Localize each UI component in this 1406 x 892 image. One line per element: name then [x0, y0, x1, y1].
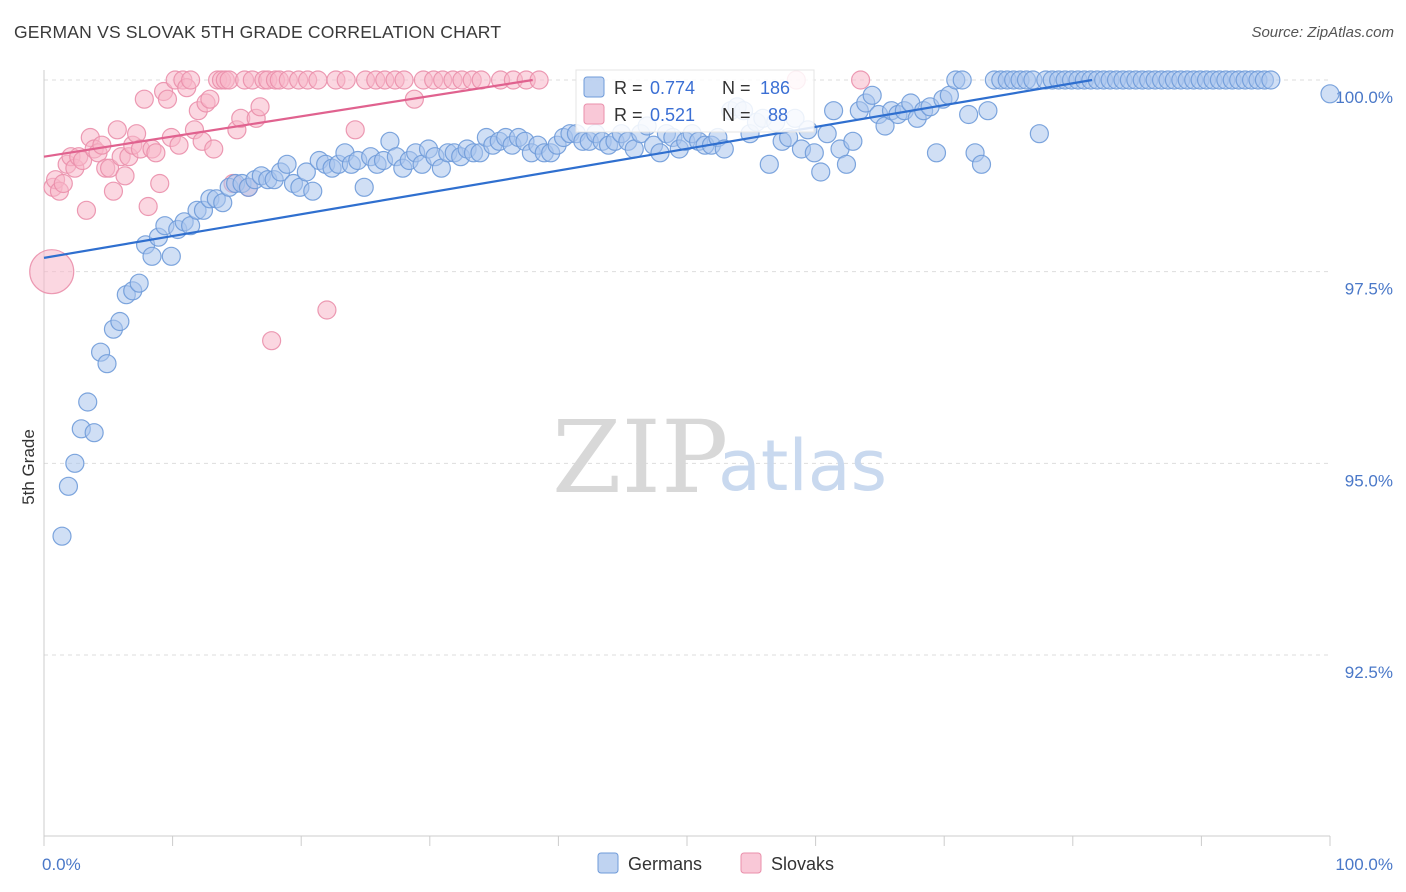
- axes: [43, 70, 1331, 846]
- slovak-point-17: [103, 181, 124, 201]
- watermark: ZIP atlas: [552, 399, 887, 516]
- german-point-120: [824, 101, 844, 121]
- slovak-point-64: [308, 70, 328, 90]
- source-label: Source: ZipAtlas.com: [1251, 24, 1394, 41]
- german-point-5: [84, 423, 104, 443]
- slovak-r-value: 0.521: [650, 105, 695, 125]
- slovak-legend-swatch: [583, 103, 605, 125]
- german-point-39: [303, 181, 323, 201]
- german-point-141: [959, 104, 979, 125]
- slovak-point-43: [204, 139, 224, 159]
- german-r-label: R =: [614, 78, 643, 98]
- y-tick-label-1: 97.5%: [1345, 280, 1393, 299]
- slovak-point-73: [394, 70, 414, 90]
- german-point-7: [97, 354, 117, 374]
- slovak-point-37: [181, 70, 201, 90]
- german-n-value: 186: [760, 78, 790, 98]
- slovak-point-55: [250, 97, 270, 117]
- german-point-9: [110, 311, 130, 332]
- german-r-value: 0.774: [650, 78, 695, 98]
- x-tick-label-0: 0.0%: [42, 855, 81, 874]
- slovaks-legend-swatch: [740, 852, 762, 874]
- slovak-point-68: [345, 120, 365, 140]
- slovak-point-18: [107, 120, 127, 140]
- german-point-4: [78, 392, 98, 412]
- german-point-0: [52, 526, 72, 546]
- german-point-144: [978, 101, 998, 121]
- x-tick-label-1: 100.0%: [1335, 855, 1393, 874]
- y-axis-label: 5th Grade: [19, 429, 38, 505]
- gridlines: [44, 79, 1330, 656]
- watermark-zip: ZIP: [552, 399, 728, 516]
- slovak-point-29: [150, 173, 170, 194]
- y-tick-label-2: 95.0%: [1345, 471, 1393, 490]
- slovak-point-42: [200, 89, 220, 109]
- german-point-12: [129, 273, 149, 293]
- y-tick-label-0: 100.0%: [1335, 88, 1393, 107]
- slovak-trend-line: [43, 78, 533, 158]
- slovak-r-label: R =: [614, 105, 643, 125]
- german-point-143: [971, 154, 992, 174]
- slovak-point-20: [115, 166, 135, 186]
- german-point-140: [952, 70, 972, 90]
- german-point-119: [817, 124, 837, 144]
- german-n-label: N =: [722, 78, 751, 98]
- german-point-118: [811, 162, 831, 182]
- germans-legend-swatch: [597, 852, 619, 874]
- german-trend-line: [43, 78, 1093, 259]
- slovak-point-4: [53, 173, 73, 194]
- german-point-189: [1320, 84, 1340, 104]
- slovak-point-0: [29, 249, 75, 295]
- german-point-103: [714, 139, 734, 159]
- stats-legend: R = 0.774 N = 186 R = 0.521 N = 88: [575, 69, 815, 133]
- chart-title: GERMAN VS SLOVAK 5TH GRADE CORRELATION C…: [14, 22, 502, 42]
- slovak-point-14: [92, 135, 112, 155]
- slovak-point-28: [146, 143, 166, 163]
- slovak-point-58: [262, 331, 282, 351]
- german-point-117: [804, 143, 824, 163]
- german-point-35: [277, 154, 297, 174]
- x-tick-labels: 0.0% 100.0%: [42, 855, 1393, 874]
- slovak-point-87: [851, 70, 871, 90]
- watermark-atlas: atlas: [718, 425, 887, 507]
- german-point-47: [354, 177, 374, 197]
- trend-lines: [43, 78, 1093, 259]
- german-point-122: [836, 154, 857, 174]
- slovak-point-25: [134, 89, 154, 109]
- slovak-point-10: [76, 200, 97, 220]
- slovak-point-26: [138, 196, 158, 217]
- german-point-14: [142, 246, 162, 266]
- slovak-n-value: 88: [768, 105, 788, 125]
- stats-legend-box: [575, 69, 815, 133]
- germans-legend-label: Germans: [628, 854, 702, 874]
- german-point-17: [161, 246, 181, 266]
- german-point-110: [759, 154, 779, 174]
- german-legend-swatch: [583, 76, 605, 98]
- german-point-152: [1029, 124, 1049, 144]
- series-legend: Germans Slovaks: [597, 852, 834, 874]
- german-point-136: [926, 143, 947, 163]
- german-point-123: [843, 131, 863, 151]
- slovak-point-65: [317, 300, 337, 320]
- german-point-1: [58, 476, 79, 496]
- slovak-point-85: [529, 70, 549, 90]
- german-point-38: [296, 162, 316, 182]
- slovak-point-16: [99, 158, 120, 178]
- german-point-188: [1261, 70, 1281, 90]
- slovak-point-31: [157, 89, 178, 109]
- german-point-126: [862, 85, 882, 105]
- y-tick-labels: 100.0% 97.5% 95.0% 92.5%: [1335, 88, 1393, 682]
- slovak-series: [29, 70, 871, 351]
- slovak-point-67: [336, 70, 356, 90]
- y-tick-label-3: 92.5%: [1345, 663, 1393, 682]
- slovaks-legend-label: Slovaks: [771, 854, 834, 874]
- slovak-n-label: N =: [722, 105, 751, 125]
- slovak-point-34: [169, 135, 189, 155]
- german-point-2: [65, 453, 85, 473]
